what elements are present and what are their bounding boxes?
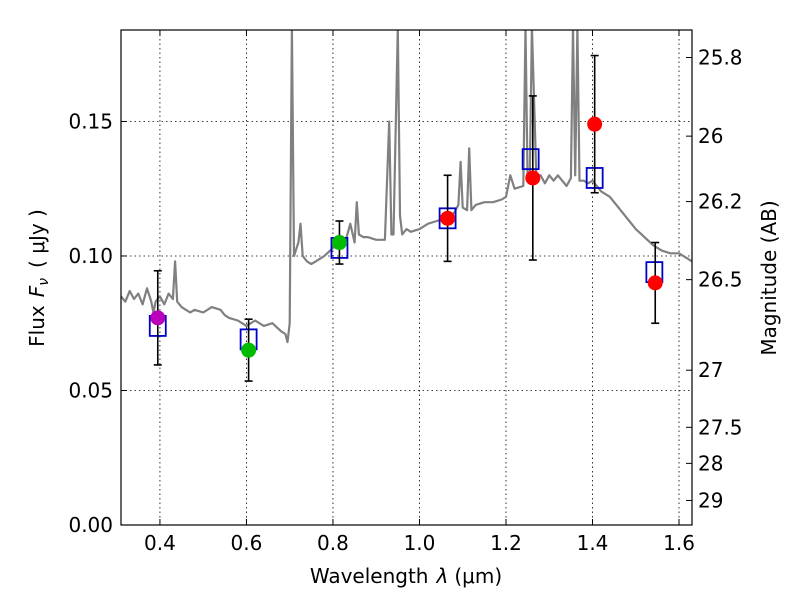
y-axis-label: Flux Fν ( μJy ) [25, 209, 52, 347]
mag-tick-label: 25.8 [698, 45, 743, 69]
mag-tick-label: 26 [698, 124, 723, 148]
spectrum-line [121, 30, 692, 344]
x-tick-label: 0.6 [231, 531, 263, 555]
observed-point [150, 310, 166, 326]
y-axis-label-unit: ( μJy ) [25, 209, 49, 268]
y-tick-label: 0.10 [68, 244, 113, 268]
mag-tick-label: 26.5 [698, 268, 743, 292]
observed-point [241, 342, 257, 358]
plot-layer [121, 30, 692, 382]
mag-tick-label: 27.5 [698, 415, 743, 439]
x-axis-label-unit: (μm) [454, 564, 502, 588]
y-axis-right-label: Magnitude (AB) [757, 200, 781, 355]
mag-tick-label: 27 [698, 358, 723, 382]
x-axis-label-symbol: λ [436, 564, 449, 588]
x-tick-label: 1.4 [577, 531, 609, 555]
x-axis-label-text: Wavelength [310, 564, 429, 588]
x-tick-label: 0.4 [144, 531, 176, 555]
y-axis-label-text: Flux [25, 305, 49, 347]
y-tick-label: 0.00 [68, 513, 113, 537]
tick-layer: 0.4 0.6 0.8 1.0 1.2 1.4 1.6 0.00 0.05 0.10 0.15 25.… [68, 30, 743, 555]
y-axis-label-symbol: F [25, 285, 49, 297]
x-axis-label: Wavelength λ (μm) [310, 564, 502, 588]
x-tick-label: 1.2 [490, 531, 522, 555]
observed-point [525, 170, 541, 186]
model-square-marker [521, 148, 540, 171]
mag-tick-label: 29 [698, 488, 723, 512]
y-tick-label: 0.05 [68, 378, 113, 402]
observed-point [647, 275, 663, 291]
x-tick-label: 0.8 [317, 531, 349, 555]
mag-tick-label: 26.2 [698, 190, 743, 214]
mag-tick-label: 28 [698, 451, 723, 475]
observed-point [440, 210, 456, 226]
y-axis-label-subscript: ν [36, 278, 52, 286]
observed-point [331, 235, 347, 251]
plot-frame [120, 29, 693, 526]
observed-point [587, 116, 603, 132]
x-tick-label: 1.6 [663, 531, 695, 555]
y-tick-label: 0.15 [68, 109, 113, 133]
x-tick-label: 1.0 [404, 531, 436, 555]
grid-layer [121, 30, 692, 526]
